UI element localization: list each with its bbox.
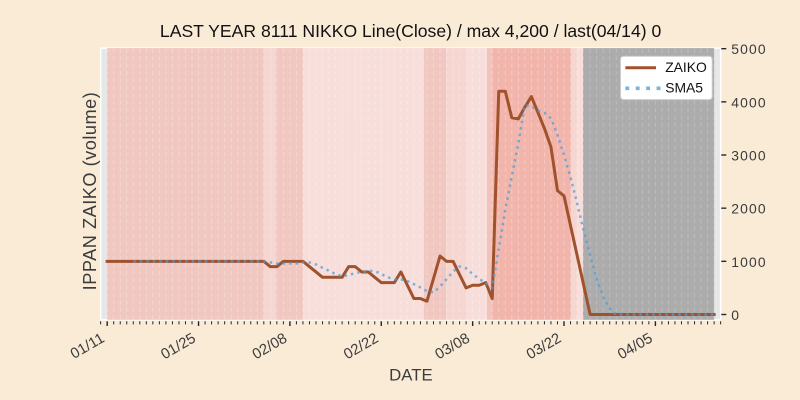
svg-text:1000: 1000 <box>731 254 766 270</box>
svg-text:SMA5: SMA5 <box>665 79 703 95</box>
svg-text:IPPAN ZAIKO (volume): IPPAN ZAIKO (volume) <box>80 92 100 291</box>
svg-text:4000: 4000 <box>731 94 766 110</box>
svg-text:2000: 2000 <box>731 201 766 217</box>
svg-text:0: 0 <box>731 307 740 323</box>
svg-text:ZAIKO: ZAIKO <box>665 59 707 75</box>
svg-text:LAST YEAR 8111 NIKKO Line(Clos: LAST YEAR 8111 NIKKO Line(Close) / max 4… <box>160 21 662 41</box>
svg-text:3000: 3000 <box>731 148 766 164</box>
svg-text:5000: 5000 <box>731 41 766 57</box>
svg-text:DATE: DATE <box>389 365 433 384</box>
